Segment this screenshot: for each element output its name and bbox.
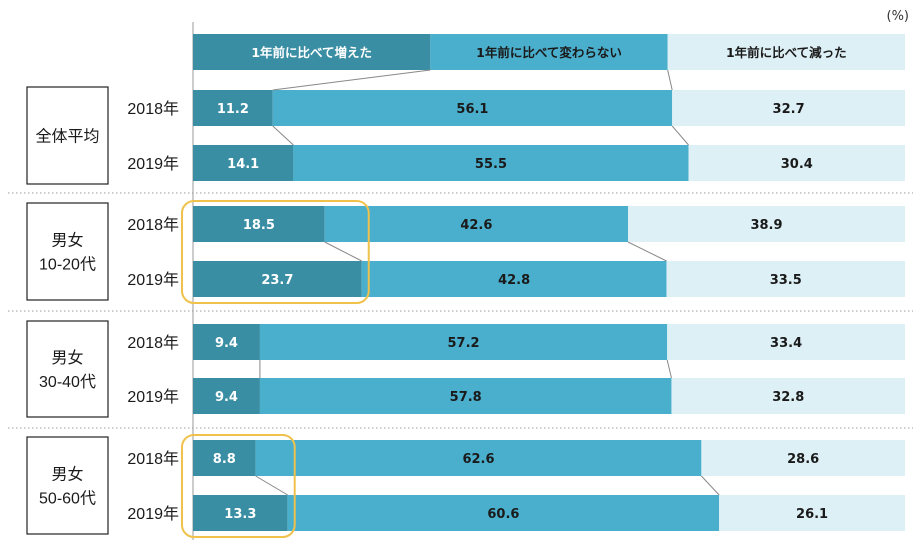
legend-label-3: 1年前に比べて減った (726, 45, 847, 60)
connector-1-1 (272, 125, 294, 146)
bar-2-1-seg-2 (324, 206, 629, 242)
data-label-4-1-1: 8.8 (213, 452, 236, 467)
group-label-2-line-2: 10-20代 (39, 256, 96, 274)
group-label-box-1 (26, 86, 109, 185)
bar-4-1-seg-2 (255, 440, 702, 476)
year-label-4-1: 2018年 (127, 450, 179, 468)
legend-swatch-1 (193, 34, 431, 70)
data-label-2-1-2: 42.6 (460, 218, 492, 233)
bar-2-2-seg-3 (666, 261, 905, 297)
data-label-3-2-3: 32.8 (772, 390, 804, 405)
bar-2-1-seg-3 (628, 206, 905, 242)
year-label-2-2: 2019年 (127, 271, 179, 289)
data-label-2-2-2: 42.8 (498, 273, 530, 288)
connector-2-1 (324, 241, 362, 262)
group-label-box-3 (26, 320, 109, 418)
data-label-3-2-2: 57.8 (450, 390, 482, 405)
data-label-2-2-3: 33.5 (770, 273, 802, 288)
bar-4-1-seg-1 (193, 440, 256, 476)
bar-4-2-seg-1 (193, 495, 288, 531)
connector-1-2 (671, 125, 689, 146)
bar-2-2-seg-1 (193, 261, 362, 297)
data-label-3-1-2: 57.2 (448, 336, 480, 351)
year-label-1-1: 2018年 (127, 100, 179, 118)
data-label-1-2-2: 55.5 (475, 157, 507, 172)
group-label-box-4 (26, 436, 109, 535)
connector-4-2 (701, 475, 720, 496)
data-label-1-2-1: 14.1 (227, 157, 259, 172)
bar-1-2-seg-1 (193, 145, 294, 181)
data-label-2-1-3: 38.9 (750, 218, 782, 233)
group-label-2-line-1: 男女 (51, 231, 83, 250)
bar-3-2-seg-1 (193, 378, 260, 414)
unit-label: (%) (886, 9, 910, 24)
group-label-1-line-1: 全体平均 (35, 128, 99, 146)
connector-4-1 (255, 475, 288, 496)
bar-3-1-seg-3 (667, 324, 905, 360)
legend-connector-2 (667, 69, 673, 91)
legend-label-1: 1年前に比べて増えた (251, 45, 372, 60)
data-label-4-2-1: 13.3 (224, 507, 256, 522)
bar-1-1-seg-2 (272, 90, 673, 126)
bar-4-2-seg-2 (287, 495, 720, 531)
connector-2-2 (627, 241, 667, 262)
group-label-3-line-1: 男女 (51, 348, 83, 367)
data-label-1-1-2: 56.1 (456, 102, 488, 117)
data-label-2-1-1: 18.5 (243, 218, 275, 233)
group-label-box-2 (26, 202, 109, 301)
bar-4-1-seg-3 (701, 440, 905, 476)
data-label-4-2-3: 26.1 (796, 507, 828, 522)
year-label-4-2: 2019年 (127, 505, 179, 523)
data-label-4-1-3: 28.6 (787, 452, 819, 467)
bar-2-1-seg-1 (193, 206, 325, 242)
bar-3-2-seg-3 (671, 378, 905, 414)
year-label-2-1: 2018年 (127, 216, 179, 234)
connector-3-2 (666, 359, 672, 379)
data-label-1-1-3: 32.7 (773, 102, 805, 117)
year-label-3-2: 2019年 (127, 388, 179, 406)
bar-2-2-seg-2 (361, 261, 667, 297)
legend-label-2: 1年前に比べて変わらない (476, 45, 622, 60)
data-label-3-1-1: 9.4 (215, 336, 238, 351)
bar-1-1-seg-3 (672, 90, 905, 126)
data-label-1-2-3: 30.4 (781, 157, 813, 172)
year-label-1-2: 2019年 (127, 155, 179, 173)
bar-3-2-seg-2 (259, 378, 672, 414)
highlight-box-4 (181, 434, 296, 538)
bar-1-1-seg-1 (193, 90, 273, 126)
data-label-3-1-3: 33.4 (770, 336, 802, 351)
bar-1-2-seg-3 (688, 145, 905, 181)
data-label-4-1-2: 62.6 (462, 452, 494, 467)
data-label-4-2-2: 60.6 (487, 507, 519, 522)
bar-4-2-seg-3 (719, 495, 905, 531)
legend-connector-1 (272, 69, 431, 91)
group-label-3-line-2: 30-40代 (39, 373, 96, 391)
group-label-4-line-2: 50-60代 (39, 490, 96, 508)
legend-swatch-3 (667, 34, 905, 70)
bar-3-1-seg-2 (259, 324, 668, 360)
bar-3-1-seg-1 (193, 324, 260, 360)
highlight-box-2 (181, 200, 370, 304)
data-label-3-2-1: 9.4 (215, 390, 238, 405)
data-label-1-1-1: 11.2 (217, 102, 249, 117)
bar-1-2-seg-2 (293, 145, 689, 181)
year-label-3-1: 2018年 (127, 334, 179, 352)
group-label-4-line-1: 男女 (51, 465, 83, 484)
data-label-2-2-1: 23.7 (261, 273, 293, 288)
legend-swatch-2 (430, 34, 668, 70)
